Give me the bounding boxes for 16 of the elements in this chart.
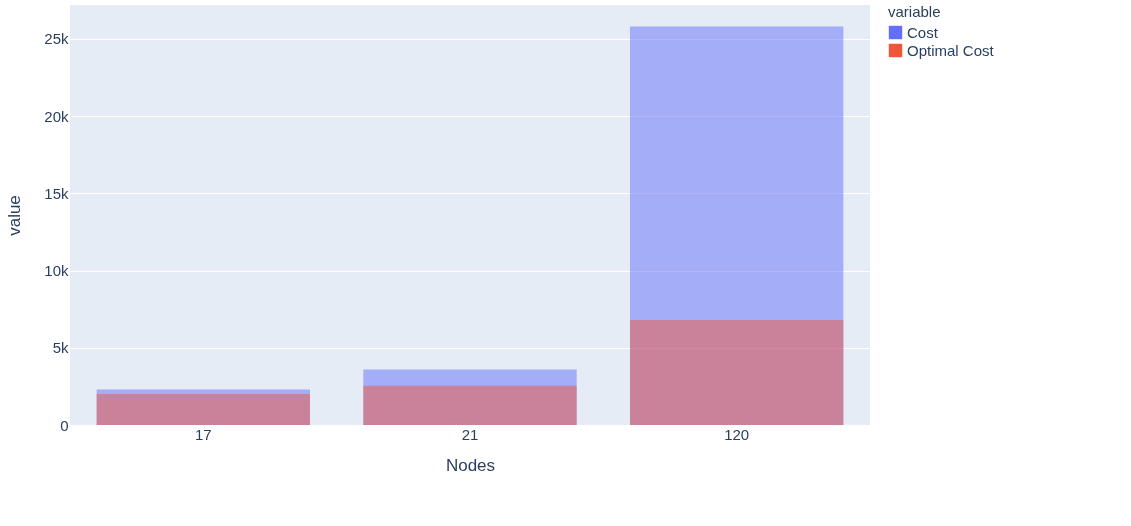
x-tick-label: 120 <box>724 425 750 443</box>
y-tick-label: 20k <box>44 107 69 125</box>
y-tick-label: 15k <box>44 184 69 202</box>
x-tick-label: 17 <box>194 425 212 443</box>
legend-label: Optimal Cost <box>907 41 995 59</box>
y-tick-label: 0 <box>60 416 69 434</box>
y-axis-title: value <box>5 195 25 236</box>
x-axis-title: Nodes <box>445 455 496 475</box>
bar <box>630 320 844 425</box>
x-tick-label: 21 <box>461 425 479 443</box>
bar <box>363 385 577 425</box>
y-tick-label: 25k <box>44 30 69 48</box>
y-tick-label: 10k <box>44 262 69 280</box>
y-tick-label: 5k <box>52 339 69 357</box>
legend-title: variable <box>888 3 941 20</box>
legend-label: Cost <box>907 23 939 41</box>
